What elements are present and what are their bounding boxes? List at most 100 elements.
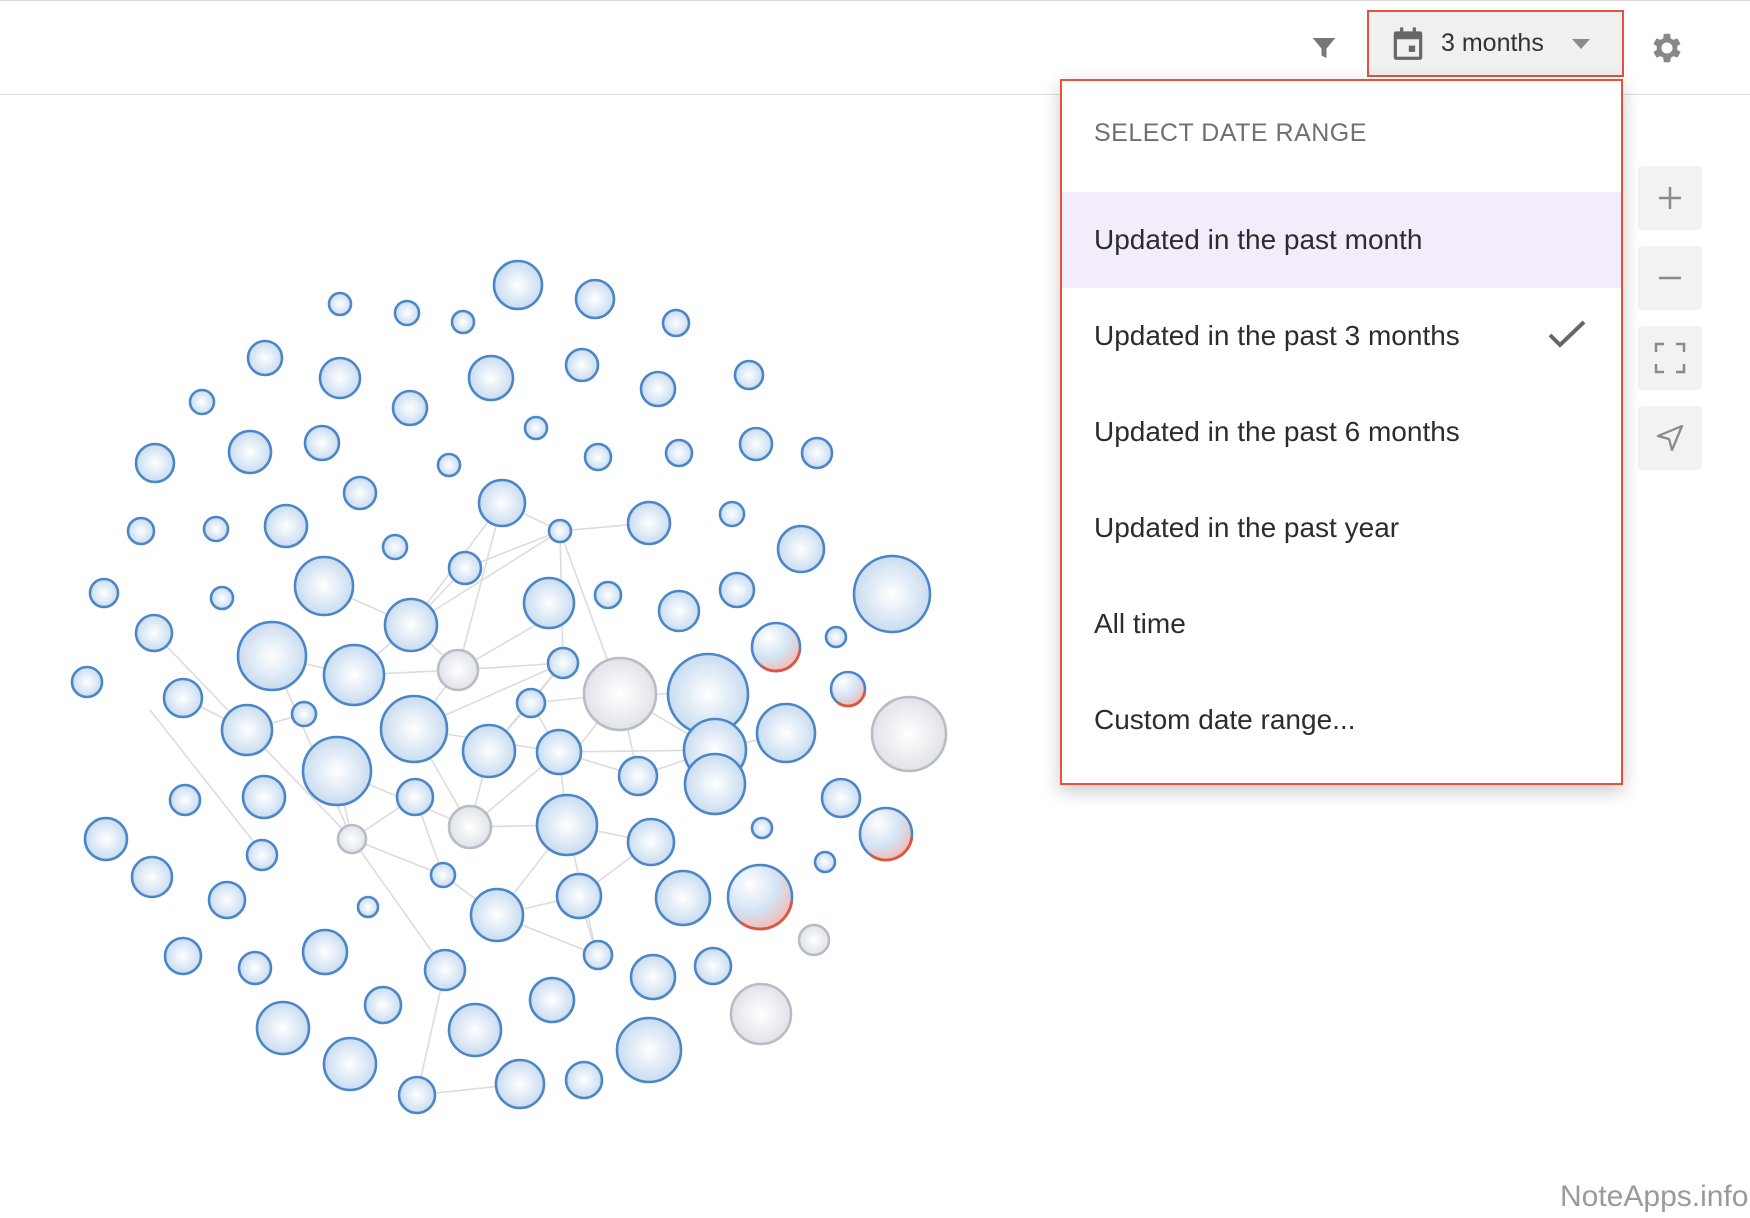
graph-node[interactable] (227, 429, 273, 475)
graph-node[interactable] (564, 347, 600, 383)
graph-node[interactable] (469, 887, 525, 943)
graph-node[interactable] (693, 946, 733, 986)
zoom-out-button[interactable] (1638, 246, 1702, 310)
graph-node[interactable] (626, 817, 676, 867)
graph-node[interactable] (852, 554, 932, 634)
graph-node[interactable] (626, 500, 672, 546)
graph-node[interactable] (523, 415, 549, 441)
graph-node[interactable] (450, 309, 476, 335)
graph-node[interactable] (654, 869, 712, 927)
graph-node[interactable] (290, 700, 318, 728)
graph-node[interactable] (342, 475, 378, 511)
graph-node[interactable] (733, 359, 765, 391)
graph-node[interactable] (423, 948, 467, 992)
graph-node[interactable] (718, 500, 746, 528)
graph-node[interactable] (356, 895, 380, 919)
graph-node[interactable] (134, 613, 174, 653)
graph-node[interactable] (83, 816, 129, 862)
graph-node[interactable] (583, 442, 613, 472)
graph-node[interactable] (301, 928, 349, 976)
graph-node[interactable] (363, 985, 403, 1025)
graph-node[interactable] (615, 1016, 683, 1084)
graph-node[interactable] (639, 370, 677, 408)
graph-node[interactable] (546, 646, 580, 680)
graph-node[interactable] (657, 589, 701, 633)
graph-node[interactable] (163, 936, 203, 976)
graph-node[interactable] (381, 533, 409, 561)
graph-node[interactable] (477, 478, 527, 528)
graph-node[interactable] (236, 620, 308, 692)
graph-node[interactable] (547, 518, 573, 544)
graph-node[interactable] (301, 735, 373, 807)
graph-node[interactable] (574, 278, 616, 320)
graph-node[interactable] (629, 953, 677, 1001)
graph-node[interactable] (207, 880, 247, 920)
graph-node[interactable] (447, 1002, 503, 1058)
graph-node[interactable] (738, 426, 774, 462)
graph-node[interactable] (88, 577, 120, 609)
graph-node[interactable] (168, 783, 202, 817)
graph-node[interactable] (397, 1075, 437, 1115)
graph-node[interactable] (255, 1000, 311, 1056)
menu-item-past-6-months[interactable]: Updated in the past 6 months (1062, 384, 1621, 480)
graph-node[interactable] (237, 950, 273, 986)
graph-node[interactable] (383, 597, 439, 653)
graph-node[interactable] (379, 694, 449, 764)
graph-node[interactable] (515, 687, 547, 719)
menu-item-past-month[interactable]: Updated in the past month (1062, 192, 1621, 288)
graph-node[interactable] (209, 585, 235, 611)
date-range-button[interactable]: 3 months (1367, 10, 1624, 77)
graph-node[interactable] (246, 339, 284, 377)
graph-node[interactable] (241, 774, 287, 820)
graph-node[interactable] (318, 356, 362, 400)
graph-node[interactable] (755, 702, 817, 764)
graph-node[interactable] (824, 625, 848, 649)
graph-node[interactable] (202, 515, 230, 543)
graph-node[interactable] (494, 1058, 546, 1110)
graph-node[interactable] (661, 308, 691, 338)
graph-node[interactable] (393, 299, 421, 327)
graph-node[interactable] (555, 872, 603, 920)
graph-node[interactable] (870, 695, 948, 773)
graph-node[interactable] (126, 516, 156, 546)
graph-node[interactable] (800, 436, 834, 470)
graph-node[interactable] (535, 793, 599, 857)
graph-node[interactable] (582, 656, 658, 732)
graph-node[interactable] (683, 752, 747, 816)
graph-node[interactable] (429, 861, 457, 889)
graph-node[interactable] (391, 389, 429, 427)
graph-node[interactable] (664, 438, 694, 468)
graph-node[interactable] (220, 703, 274, 757)
graph-node[interactable] (134, 442, 176, 484)
graph-node[interactable] (718, 571, 756, 609)
graph-node[interactable] (327, 291, 353, 317)
zoom-in-button[interactable] (1638, 166, 1702, 230)
graph-node[interactable] (130, 855, 174, 899)
graph-node[interactable] (820, 777, 862, 819)
graph-node[interactable] (322, 643, 386, 707)
filter-button[interactable] (1300, 27, 1348, 69)
graph-node[interactable] (776, 524, 826, 574)
graph-node[interactable] (447, 550, 483, 586)
graph-node[interactable] (492, 259, 544, 311)
graph-node[interactable] (293, 555, 355, 617)
graph-node[interactable] (395, 777, 435, 817)
menu-item-custom-range[interactable]: Custom date range... (1062, 672, 1621, 768)
graph-node[interactable] (436, 452, 462, 478)
graph-node[interactable] (528, 976, 576, 1024)
graph-node[interactable] (436, 648, 480, 692)
notes-graph[interactable] (0, 96, 1000, 1136)
graph-node[interactable] (729, 982, 793, 1046)
graph-node[interactable] (336, 823, 368, 855)
graph-node[interactable] (447, 804, 493, 850)
menu-item-past-3-months[interactable]: Updated in the past 3 months (1062, 288, 1621, 384)
fullscreen-button[interactable] (1638, 326, 1702, 390)
menu-item-all-time[interactable]: All time (1062, 576, 1621, 672)
menu-item-past-year[interactable]: Updated in the past year (1062, 480, 1621, 576)
graph-node[interactable] (582, 939, 614, 971)
graph-node[interactable] (461, 723, 517, 779)
graph-node[interactable] (593, 580, 623, 610)
settings-button[interactable] (1644, 25, 1690, 71)
graph-node[interactable] (263, 503, 309, 549)
graph-node[interactable] (813, 850, 837, 874)
